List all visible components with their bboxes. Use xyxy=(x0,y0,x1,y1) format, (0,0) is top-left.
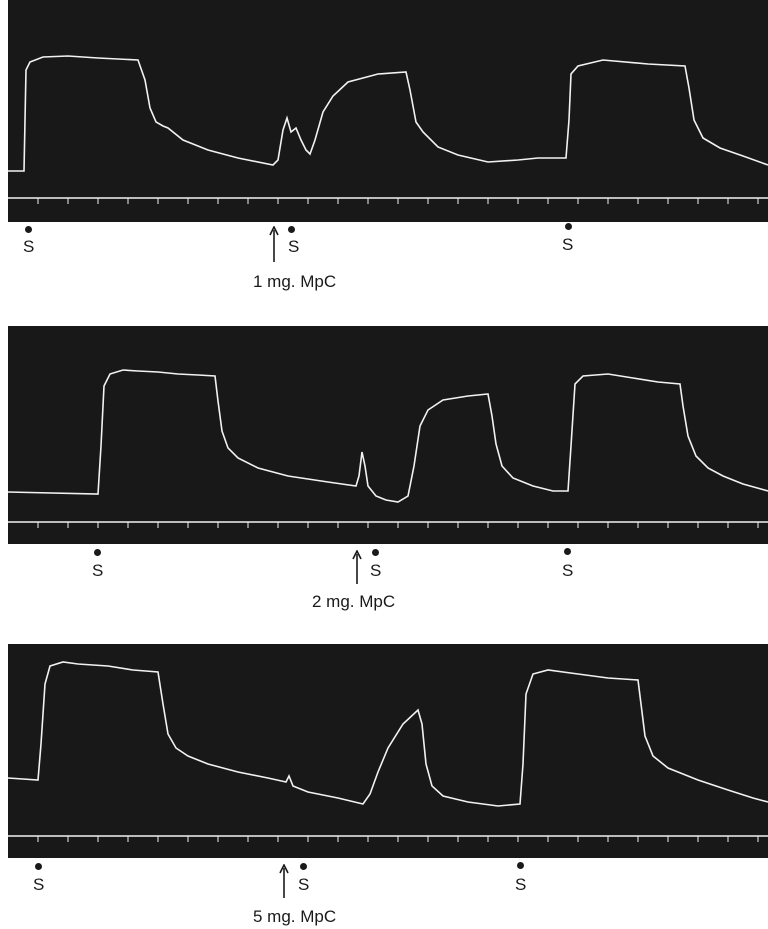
stimulus-dot xyxy=(25,226,32,233)
stimulus-label: S xyxy=(370,561,382,580)
trace-svg-2 xyxy=(8,369,768,528)
stimulus-label: S xyxy=(23,237,35,256)
arrow-up-icon xyxy=(279,864,289,898)
dose-label: 1 mg. MpC xyxy=(253,272,337,291)
stimulus-label: S xyxy=(92,561,104,580)
trace-svg-1 xyxy=(8,55,768,204)
stimulus-label: S xyxy=(515,875,527,894)
stimulus-dot xyxy=(517,862,524,869)
stimulus-label: S xyxy=(562,235,574,254)
stimulus-label: S xyxy=(298,875,310,894)
kymograph-trace-panel-1 xyxy=(8,0,768,222)
kymograph-trace-panel-3 xyxy=(8,644,768,858)
stimulus-label: S xyxy=(33,875,45,894)
time-ticks-3 xyxy=(37,836,759,842)
stimulus-dot xyxy=(564,548,571,555)
contraction-trace-3 xyxy=(8,661,768,807)
stimulus-dot xyxy=(94,549,101,556)
stimulus-label: S xyxy=(288,237,300,256)
contraction-trace-2 xyxy=(8,369,768,503)
dose-label: 2 mg. MpC xyxy=(312,592,396,611)
time-ticks-1 xyxy=(37,198,759,204)
stimulus-dot xyxy=(300,863,307,870)
stimulus-dot xyxy=(35,863,42,870)
dose-label: 5 mg. MpC xyxy=(253,907,337,926)
trace-svg-3 xyxy=(8,661,768,842)
stimulus-label: S xyxy=(562,561,574,580)
stimulus-dot xyxy=(372,549,379,556)
arrow-up-icon xyxy=(352,550,362,584)
kymograph-trace-panel-2 xyxy=(8,326,768,544)
time-ticks-2 xyxy=(37,522,759,528)
contraction-trace-1 xyxy=(8,55,768,172)
stimulus-dot xyxy=(565,223,572,230)
stimulus-dot xyxy=(288,226,295,233)
arrow-up-icon xyxy=(269,226,279,262)
